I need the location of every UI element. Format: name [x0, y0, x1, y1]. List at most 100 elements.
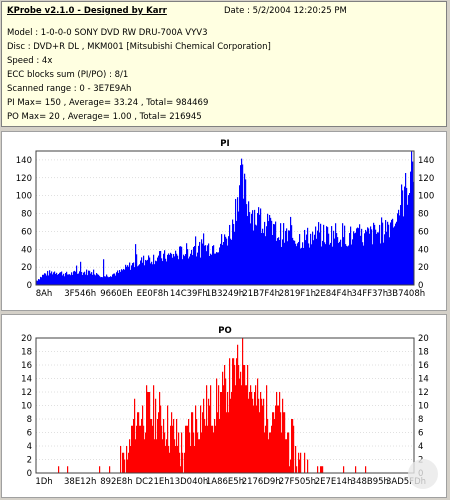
- data-bar: [299, 234, 301, 285]
- data-bar: [373, 222, 375, 285]
- data-bar: [258, 207, 260, 285]
- data-bar: [177, 255, 179, 285]
- data-bar: [159, 251, 161, 285]
- data-bar: [209, 405, 211, 473]
- data-bar: [84, 271, 86, 285]
- data-bar: [151, 261, 153, 285]
- data-bar: [104, 276, 106, 285]
- data-bar: [187, 249, 189, 285]
- data-bar: [126, 446, 128, 473]
- data-bar: [99, 466, 101, 473]
- data-bar: [197, 252, 199, 285]
- data-bar: [196, 419, 198, 473]
- data-bar: [355, 466, 357, 473]
- data-bar: [239, 185, 241, 285]
- data-bar: [401, 184, 403, 285]
- data-bar: [301, 247, 303, 285]
- data-bar: [282, 398, 284, 473]
- data-bar: [177, 446, 179, 473]
- y-tick-label-left: 10: [21, 402, 32, 412]
- data-bar: [53, 272, 55, 285]
- data-bar: [108, 277, 110, 285]
- data-bar: [331, 226, 333, 285]
- data-bar: [130, 269, 132, 285]
- data-bar: [342, 223, 344, 285]
- data-bar: [134, 267, 136, 285]
- data-bar: [371, 229, 373, 285]
- data-bar: [197, 432, 199, 473]
- data-bar: [71, 272, 73, 285]
- x-tick-label: 1A86E5h: [206, 477, 244, 487]
- data-bar: [217, 252, 219, 285]
- data-bar: [192, 255, 194, 285]
- data-bar: [257, 213, 259, 285]
- data-bar: [149, 257, 151, 285]
- data-bar: [72, 274, 74, 285]
- data-bar: [49, 270, 51, 285]
- data-bar: [66, 271, 68, 285]
- data-bar: [263, 398, 265, 473]
- data-bar: [270, 217, 272, 285]
- data-bar: [38, 279, 40, 285]
- data-bar: [251, 213, 253, 285]
- data-bar: [233, 223, 235, 285]
- data-bar: [205, 245, 207, 285]
- data-bar: [59, 272, 61, 285]
- data-bar: [327, 227, 329, 285]
- data-bar: [214, 253, 216, 285]
- pi-chart-panel: PI 0 0 20 20 40 40 60 60 80 80 100 100 120 120 140 140 8A…: [1, 131, 447, 311]
- data-bar: [170, 425, 172, 473]
- data-bar: [173, 419, 175, 473]
- data-bar: [152, 264, 154, 285]
- data-bar: [248, 201, 250, 285]
- data-bar: [172, 257, 174, 285]
- data-bar: [235, 198, 237, 285]
- data-bar: [364, 233, 366, 285]
- data-bar: [75, 271, 77, 285]
- data-bar: [166, 261, 168, 285]
- data-bar: [263, 233, 265, 285]
- disc-info: Disc : DVD+R DL , MKM001 [Mitsubishi Che…: [7, 42, 271, 52]
- y-tick-label-right: 140: [418, 156, 434, 166]
- data-bar: [336, 233, 338, 285]
- data-bar: [102, 277, 104, 285]
- data-bar: [308, 243, 310, 285]
- data-bar: [184, 256, 186, 285]
- data-bar: [385, 220, 387, 285]
- y-tick-label-left: 20: [21, 263, 32, 273]
- po-chart-panel: PO00224466881010121214141616181820201Dh3…: [1, 314, 447, 498]
- x-tick-label: 13D040h: [169, 477, 208, 487]
- data-bar: [287, 432, 289, 473]
- data-bar: [86, 269, 88, 285]
- data-bar: [140, 260, 142, 285]
- data-bar: [185, 425, 187, 473]
- data-bar: [211, 425, 213, 473]
- data-bar: [390, 222, 392, 285]
- data-bar: [132, 263, 134, 285]
- data-bar: [87, 275, 89, 285]
- data-bar: [218, 385, 220, 473]
- y-tick-label-left: 14: [21, 375, 32, 385]
- data-bar: [96, 273, 98, 285]
- data-bar: [120, 271, 122, 285]
- x-tick-label: 34FF37h: [351, 289, 388, 299]
- data-bar: [195, 405, 197, 473]
- data-bar: [363, 245, 365, 285]
- data-bar: [241, 385, 243, 473]
- data-bar: [256, 405, 258, 473]
- data-bar: [366, 231, 368, 285]
- data-bar: [171, 412, 173, 473]
- data-bar: [156, 261, 158, 285]
- data-bar: [311, 244, 313, 285]
- data-bar: [328, 233, 330, 285]
- data-bar: [101, 277, 103, 285]
- data-bar: [58, 273, 60, 285]
- data-bar: [207, 425, 209, 473]
- data-bar: [123, 452, 125, 473]
- data-bar: [335, 223, 337, 285]
- plot-frame: [35, 337, 415, 474]
- data-bar: [173, 253, 175, 285]
- data-bar: [174, 439, 176, 473]
- x-tick-label: 27F505h: [279, 477, 316, 487]
- data-bar: [297, 243, 299, 285]
